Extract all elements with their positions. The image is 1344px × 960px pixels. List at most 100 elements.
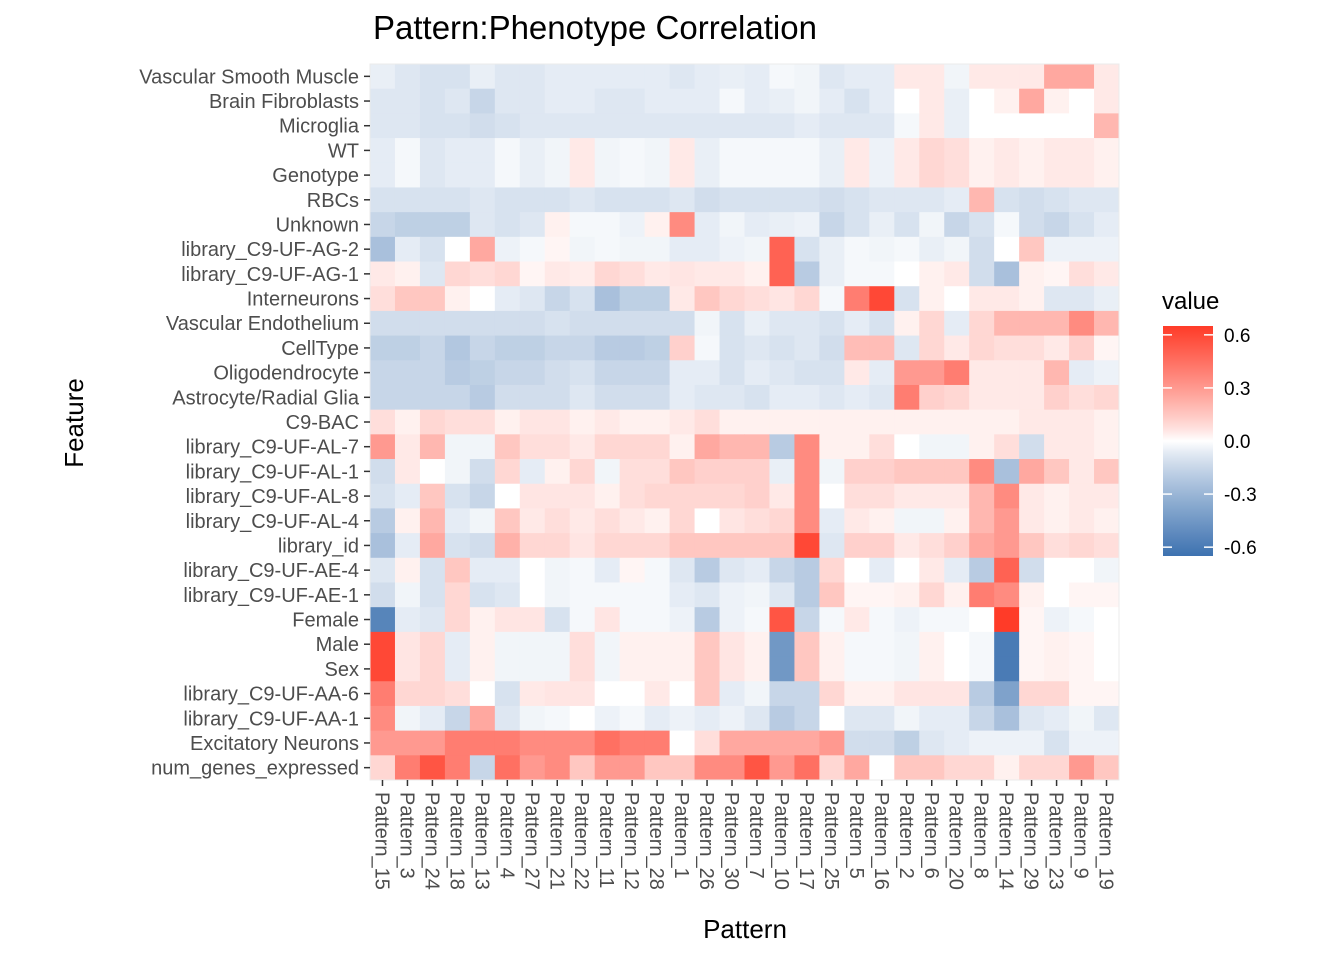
heatmap-cell xyxy=(469,384,496,411)
heatmap-cell xyxy=(919,384,945,411)
heatmap-cell xyxy=(919,113,945,139)
heatmap-cell xyxy=(894,681,920,707)
heatmap-cell xyxy=(969,533,995,559)
heatmap-cell xyxy=(744,286,770,312)
heatmap-cell xyxy=(644,88,671,114)
heatmap-cell xyxy=(469,261,496,287)
heatmap-cell xyxy=(944,459,970,485)
heatmap-cell xyxy=(569,261,596,287)
heatmap-cell xyxy=(669,384,696,411)
heatmap-cell xyxy=(844,631,870,658)
heatmap-cell xyxy=(569,360,596,386)
heatmap-cell xyxy=(944,212,970,238)
heatmap-cell xyxy=(994,261,1020,287)
heatmap-cell xyxy=(370,286,396,312)
heatmap-cell xyxy=(994,705,1020,732)
legend-tick-label: -0.6 xyxy=(1224,538,1257,559)
heatmap-cell xyxy=(719,88,745,114)
heatmap-cell xyxy=(819,607,845,633)
heatmap-cell xyxy=(394,483,421,509)
plot-panel xyxy=(369,63,1120,781)
heatmap-cell xyxy=(494,162,521,188)
heatmap-cell xyxy=(844,384,870,411)
heatmap-cell xyxy=(944,607,970,633)
heatmap-cell xyxy=(569,730,596,756)
heatmap-cell xyxy=(644,459,671,485)
heatmap-cell xyxy=(719,64,745,90)
heatmap-cell xyxy=(694,681,721,707)
heatmap-cell xyxy=(969,335,995,361)
heatmap-cell xyxy=(1094,236,1120,263)
heatmap-cell xyxy=(694,557,721,583)
heatmap-cell xyxy=(1044,434,1070,460)
heatmap-cell xyxy=(444,631,471,658)
heatmap-cell xyxy=(969,755,995,781)
heatmap-cell xyxy=(370,187,396,213)
heatmap-cell xyxy=(794,681,820,707)
y-tick-label: Excitatory Neurons xyxy=(190,733,359,755)
heatmap-cell xyxy=(794,656,820,682)
heatmap-cell xyxy=(894,138,920,164)
heatmap-cell xyxy=(569,681,596,707)
heatmap-cell xyxy=(669,138,696,164)
heatmap-cell xyxy=(1019,162,1045,188)
heatmap-cell xyxy=(644,656,671,682)
heatmap-cell xyxy=(1094,730,1120,756)
heatmap-cell xyxy=(444,64,471,90)
y-tick-label: library_C9-UF-AL-4 xyxy=(186,511,359,533)
heatmap-cell xyxy=(1019,384,1045,411)
heatmap-cell xyxy=(869,656,895,682)
heatmap-cell xyxy=(569,187,596,213)
heatmap-cell xyxy=(719,187,745,213)
heatmap-cell xyxy=(469,409,496,435)
heatmap-cell xyxy=(569,286,596,312)
heatmap-cell xyxy=(419,88,446,114)
heatmap-cell xyxy=(844,755,870,781)
heatmap-cell xyxy=(869,681,895,707)
heatmap-cell xyxy=(694,607,721,633)
heatmap-cell xyxy=(519,631,546,658)
heatmap-cell xyxy=(494,335,521,361)
heatmap-cell xyxy=(619,409,646,435)
heatmap-cell xyxy=(469,335,496,361)
heatmap-cell xyxy=(1094,508,1120,534)
heatmap-cell xyxy=(769,681,795,707)
heatmap-cell xyxy=(694,360,721,386)
heatmap-cell xyxy=(594,508,621,534)
heatmap-cell xyxy=(444,286,471,312)
heatmap-cell xyxy=(1094,310,1120,337)
heatmap-cell xyxy=(969,261,995,287)
heatmap-cell xyxy=(644,310,671,337)
heatmap-cell xyxy=(719,730,745,756)
x-tick-label: Pattern_12 xyxy=(620,792,642,890)
heatmap-cell xyxy=(569,434,596,460)
heatmap-cell xyxy=(644,162,671,188)
heatmap-cell xyxy=(519,335,546,361)
heatmap-cell xyxy=(1069,582,1095,608)
heatmap-cell xyxy=(994,236,1020,263)
heatmap-cell xyxy=(469,755,496,781)
heatmap-cell xyxy=(669,755,696,781)
heatmap-cell xyxy=(544,483,571,509)
heatmap-cell xyxy=(894,730,920,756)
heatmap-cell xyxy=(1094,681,1120,707)
heatmap-cell xyxy=(794,631,820,658)
heatmap-tiles xyxy=(370,64,1120,781)
heatmap-cell xyxy=(1044,236,1070,263)
heatmap-cell xyxy=(569,212,596,238)
heatmap-cell xyxy=(1069,631,1095,658)
heatmap-cell xyxy=(794,607,820,633)
heatmap-cell xyxy=(744,607,770,633)
heatmap-cell xyxy=(370,335,396,361)
heatmap-cell xyxy=(569,656,596,682)
heatmap-cell xyxy=(519,607,546,633)
heatmap-cell xyxy=(370,631,396,658)
heatmap-cell xyxy=(569,310,596,337)
heatmap-cell xyxy=(1094,64,1120,90)
heatmap-cell xyxy=(819,64,845,90)
heatmap-cell xyxy=(919,162,945,188)
heatmap-cell xyxy=(419,113,446,139)
heatmap-cell xyxy=(969,557,995,583)
heatmap-cell xyxy=(744,409,770,435)
heatmap-cell xyxy=(594,113,621,139)
